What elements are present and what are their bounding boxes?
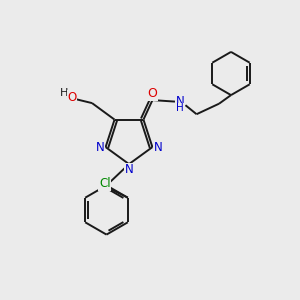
Text: N: N [95, 141, 104, 154]
Text: Cl: Cl [99, 177, 110, 190]
Text: O: O [67, 91, 76, 104]
Text: N: N [176, 95, 185, 108]
Text: N: N [154, 141, 163, 154]
Text: H: H [60, 88, 68, 98]
Text: O: O [148, 87, 158, 100]
Text: N: N [124, 163, 134, 176]
Text: H: H [176, 103, 184, 113]
